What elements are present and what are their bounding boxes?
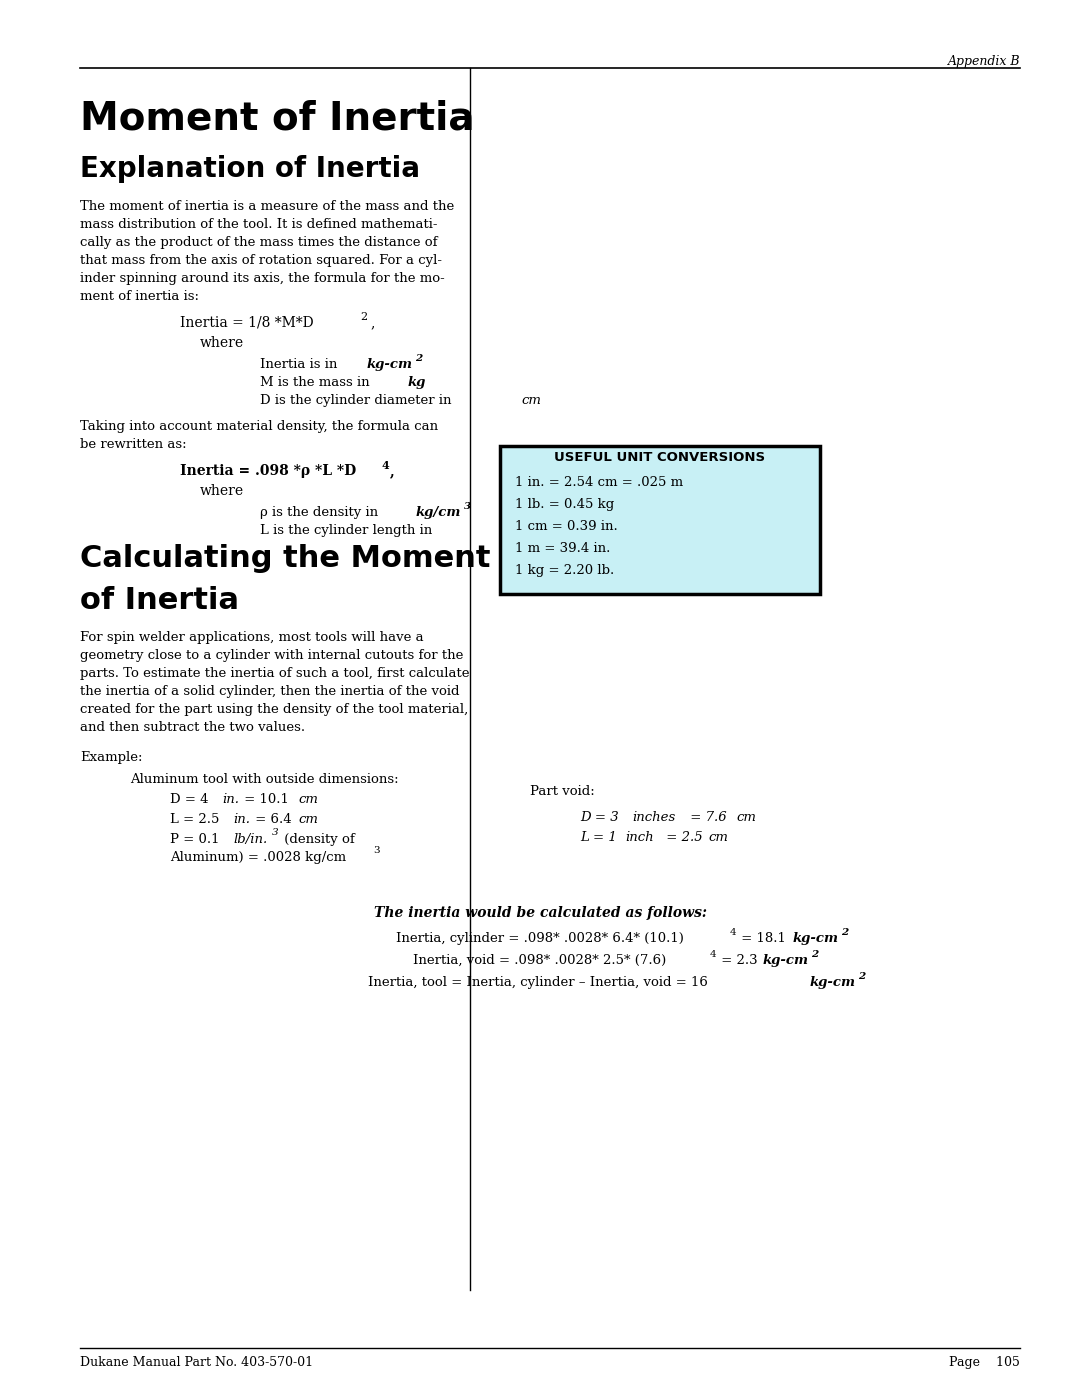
Text: 4: 4 bbox=[382, 460, 390, 471]
Text: kg/cm: kg/cm bbox=[416, 506, 461, 520]
Text: in.: in. bbox=[233, 813, 249, 826]
Text: D is the cylinder diameter in: D is the cylinder diameter in bbox=[260, 394, 451, 407]
Text: D = 3: D = 3 bbox=[580, 812, 623, 824]
Text: 3: 3 bbox=[272, 828, 279, 837]
Text: = 2.5: = 2.5 bbox=[662, 831, 707, 844]
Text: cm: cm bbox=[521, 394, 541, 407]
Text: Explanation of Inertia: Explanation of Inertia bbox=[80, 155, 420, 183]
Text: cm: cm bbox=[735, 812, 756, 824]
Text: Calculating the Moment: Calculating the Moment bbox=[80, 543, 490, 573]
Text: Inertia is in: Inertia is in bbox=[260, 358, 341, 372]
Text: cm: cm bbox=[298, 813, 318, 826]
Text: cm: cm bbox=[298, 793, 318, 806]
Text: of Inertia: of Inertia bbox=[80, 585, 239, 615]
Text: 2: 2 bbox=[811, 950, 819, 958]
Text: 1 kg = 2.20 lb.: 1 kg = 2.20 lb. bbox=[515, 564, 615, 577]
Text: Part void:: Part void: bbox=[530, 785, 595, 798]
Text: The moment of inertia is a measure of the mass and the: The moment of inertia is a measure of th… bbox=[80, 200, 455, 212]
Text: ment of inertia is:: ment of inertia is: bbox=[80, 291, 199, 303]
Text: P = 0.1: P = 0.1 bbox=[170, 833, 224, 847]
Text: 1 cm = 0.39 in.: 1 cm = 0.39 in. bbox=[515, 520, 618, 534]
Text: kg-cm: kg-cm bbox=[810, 977, 856, 989]
Text: Aluminum) = .0028 kg/cm: Aluminum) = .0028 kg/cm bbox=[170, 851, 346, 863]
Text: cm: cm bbox=[508, 524, 528, 536]
Text: kg-cm: kg-cm bbox=[762, 954, 809, 967]
Text: cally as the product of the mass times the distance of: cally as the product of the mass times t… bbox=[80, 236, 437, 249]
Text: in.: in. bbox=[222, 793, 239, 806]
Text: 2: 2 bbox=[841, 928, 848, 937]
Text: be rewritten as:: be rewritten as: bbox=[80, 439, 187, 451]
Text: Page    105: Page 105 bbox=[949, 1356, 1020, 1369]
Text: created for the part using the density of the tool material,: created for the part using the density o… bbox=[80, 703, 469, 717]
Text: 4: 4 bbox=[730, 928, 737, 937]
Text: 2: 2 bbox=[415, 353, 422, 363]
Text: L is the cylinder length in: L is the cylinder length in bbox=[260, 524, 436, 536]
Text: L = 1: L = 1 bbox=[580, 831, 621, 844]
Text: D = 4: D = 4 bbox=[170, 793, 213, 806]
Text: Inertia, cylinder = .098* .0028* 6.4* (10.1): Inertia, cylinder = .098* .0028* 6.4* (1… bbox=[396, 932, 684, 944]
Text: inches: inches bbox=[632, 812, 675, 824]
Text: parts. To estimate the inertia of such a tool, first calculate: parts. To estimate the inertia of such a… bbox=[80, 666, 470, 680]
Text: Inertia, void = .098* .0028* 2.5* (7.6): Inertia, void = .098* .0028* 2.5* (7.6) bbox=[414, 954, 666, 967]
Text: 3: 3 bbox=[464, 502, 471, 511]
Text: 3: 3 bbox=[373, 847, 380, 855]
Text: Example:: Example: bbox=[80, 752, 143, 764]
Text: Taking into account material density, the formula can: Taking into account material density, th… bbox=[80, 420, 438, 433]
Text: lb/in.: lb/in. bbox=[233, 833, 267, 847]
Text: mass distribution of the tool. It is defined mathemati-: mass distribution of the tool. It is def… bbox=[80, 218, 437, 231]
Text: 4: 4 bbox=[710, 950, 717, 958]
Text: = 18.1: = 18.1 bbox=[737, 932, 791, 944]
Text: 2: 2 bbox=[360, 312, 367, 321]
Text: cm: cm bbox=[708, 831, 728, 844]
FancyBboxPatch shape bbox=[500, 446, 820, 594]
Text: The inertia would be calculated as follows:: The inertia would be calculated as follo… bbox=[374, 907, 706, 921]
Text: = 10.1: = 10.1 bbox=[240, 793, 293, 806]
Text: Inertia, tool = Inertia, cylinder – Inertia, void = 16: Inertia, tool = Inertia, cylinder – Iner… bbox=[368, 977, 712, 989]
Text: (density of: (density of bbox=[280, 833, 354, 847]
Text: kg-cm: kg-cm bbox=[367, 358, 413, 372]
Text: M is the mass in: M is the mass in bbox=[260, 376, 369, 388]
Text: that mass from the axis of rotation squared. For a cyl-: that mass from the axis of rotation squa… bbox=[80, 254, 442, 267]
Text: 1 lb. = 0.45 kg: 1 lb. = 0.45 kg bbox=[515, 497, 615, 511]
Text: Inertia = .098 *ρ *L *D: Inertia = .098 *ρ *L *D bbox=[180, 464, 361, 478]
Text: 1 in. = 2.54 cm = .025 m: 1 in. = 2.54 cm = .025 m bbox=[515, 476, 684, 489]
Text: 2: 2 bbox=[858, 972, 865, 981]
Text: where: where bbox=[200, 337, 244, 351]
Text: kg-cm: kg-cm bbox=[793, 932, 839, 944]
Text: For spin welder applications, most tools will have a: For spin welder applications, most tools… bbox=[80, 631, 423, 644]
Text: = 2.3: = 2.3 bbox=[717, 954, 761, 967]
Text: = 6.4: = 6.4 bbox=[251, 813, 296, 826]
Text: 1 m = 39.4 in.: 1 m = 39.4 in. bbox=[515, 542, 610, 555]
Text: ,: , bbox=[390, 464, 395, 478]
Text: where: where bbox=[200, 483, 244, 497]
Text: Moment of Inertia: Moment of Inertia bbox=[80, 101, 474, 138]
Text: geometry close to a cylinder with internal cutouts for the: geometry close to a cylinder with intern… bbox=[80, 650, 463, 662]
Text: kg: kg bbox=[408, 376, 427, 388]
Text: USEFUL UNIT CONVERSIONS: USEFUL UNIT CONVERSIONS bbox=[554, 451, 766, 464]
Text: = 7.6: = 7.6 bbox=[686, 812, 731, 824]
Text: L = 2.5: L = 2.5 bbox=[170, 813, 224, 826]
Text: and then subtract the two values.: and then subtract the two values. bbox=[80, 721, 306, 733]
Text: Aluminum tool with outside dimensions:: Aluminum tool with outside dimensions: bbox=[130, 773, 399, 787]
Text: ρ is the density in: ρ is the density in bbox=[260, 506, 378, 520]
Text: inder spinning around its axis, the formula for the mo-: inder spinning around its axis, the form… bbox=[80, 272, 445, 285]
Text: ,: , bbox=[370, 316, 375, 330]
Text: Appendix B: Appendix B bbox=[947, 54, 1020, 68]
Text: Inertia = 1/8 *M*D: Inertia = 1/8 *M*D bbox=[180, 316, 318, 330]
Text: the inertia of a solid cylinder, then the inertia of the void: the inertia of a solid cylinder, then th… bbox=[80, 685, 459, 698]
Text: Dukane Manual Part No. 403-570-01: Dukane Manual Part No. 403-570-01 bbox=[80, 1356, 313, 1369]
Text: inch: inch bbox=[625, 831, 653, 844]
